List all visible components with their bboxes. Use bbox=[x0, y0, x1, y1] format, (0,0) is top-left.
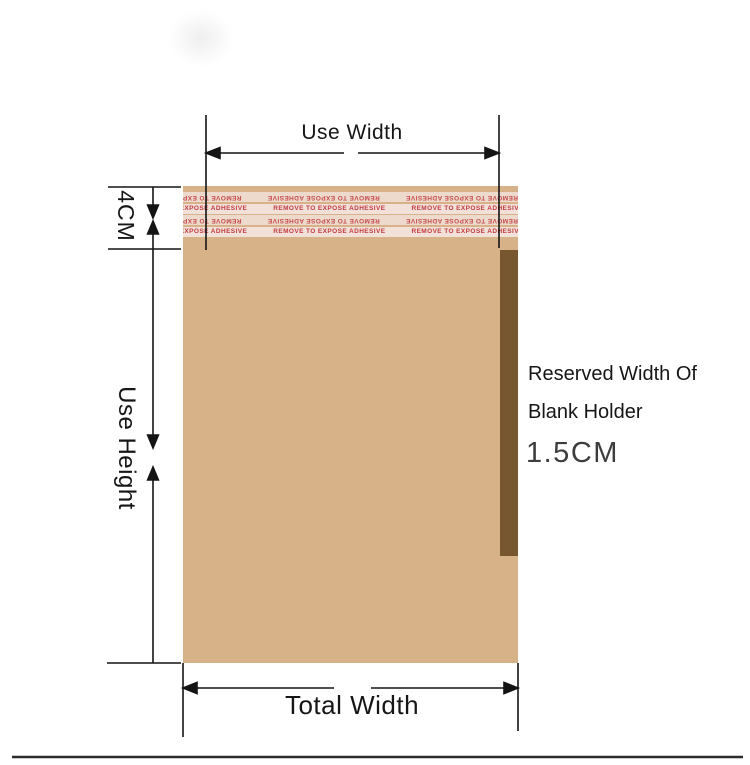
use-width-label: Use Width bbox=[301, 121, 403, 144]
adhesive-warning-text: REMOVE TO EXPOSE ADHESIVE bbox=[183, 194, 242, 201]
arrow-up-icon bbox=[146, 218, 160, 235]
adhesive-warning-text: REMOVE TO EXPOSE ADHESIVE bbox=[411, 204, 518, 212]
arrow-left-icon bbox=[203, 146, 221, 160]
arrow-up-icon bbox=[146, 464, 160, 481]
blank-holder-strip bbox=[500, 250, 518, 556]
arrow-down-icon bbox=[146, 204, 160, 221]
reserved-width-label-line2: Blank Holder bbox=[528, 401, 643, 423]
adhesive-warning-text: REMOVE TO EXPOSE ADHESIVE bbox=[183, 227, 248, 235]
reserved-width-value: 1.5CM bbox=[526, 437, 619, 469]
adhesive-text-row: REMOVE TO EXPOSE ADHESIVE REMOVE TO EXPOS… bbox=[183, 226, 518, 237]
adhesive-warning-text: REMOVE TO EXPOSE ADHESIVE bbox=[267, 194, 380, 201]
arrow-right-icon bbox=[503, 681, 521, 695]
adhesive-warning-text: REMOVE TO EXPOSE ADHESIVE bbox=[183, 217, 242, 224]
arrow-right-icon bbox=[484, 146, 502, 160]
seal-height-label: 4CM bbox=[113, 190, 139, 242]
adhesive-warning-text: REMOVE TO EXPOSE ADHESIVE bbox=[405, 217, 518, 224]
adhesive-text-row: REMOVE TO EXPOSE ADHESIVE REMOVE TO EXPOS… bbox=[183, 192, 518, 202]
adhesive-text-row: REMOVE TO EXPOSE ADHESIVE REMOVE TO EXPOS… bbox=[183, 215, 518, 225]
arrow-left-icon bbox=[180, 681, 198, 695]
adhesive-strip: REMOVE TO EXPOSE ADHESIVE REMOVE TO EXPOS… bbox=[183, 192, 518, 239]
envelope-body bbox=[183, 186, 518, 663]
adhesive-warning-text: REMOVE TO EXPOSE ADHESIVE bbox=[273, 227, 386, 235]
faint-smudge bbox=[168, 10, 234, 66]
adhesive-warning-text: REMOVE TO EXPOSE ADHESIVE bbox=[183, 204, 248, 212]
reserved-width-label-line1: Reserved Width Of bbox=[528, 363, 697, 385]
arrow-down-icon bbox=[146, 434, 160, 451]
adhesive-text-row: REMOVE TO EXPOSE ADHESIVE REMOVE TO EXPOS… bbox=[183, 203, 518, 214]
adhesive-warning-text: REMOVE TO EXPOSE ADHESIVE bbox=[405, 194, 518, 201]
total-width-label: Total Width bbox=[284, 690, 420, 720]
adhesive-warning-text: REMOVE TO EXPOSE ADHESIVE bbox=[273, 204, 386, 212]
adhesive-warning-text: REMOVE TO EXPOSE ADHESIVE bbox=[267, 217, 380, 224]
adhesive-warning-text: REMOVE TO EXPOSE ADHESIVE bbox=[411, 227, 518, 235]
use-height-label: Use Height bbox=[113, 386, 140, 510]
